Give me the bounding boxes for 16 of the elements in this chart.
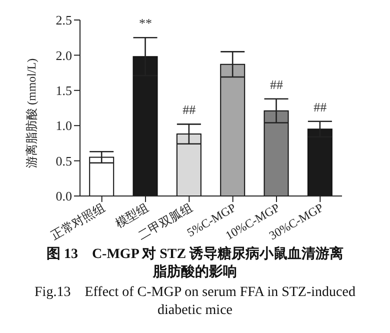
y-tick-label: 2.0 (56, 48, 72, 63)
bar (264, 110, 289, 196)
y-tick-label: 1.5 (56, 83, 72, 98)
bar (220, 64, 246, 196)
text: 图 13 C-MGP 对 STZ 诱导糖尿病小鼠血清游离脂肪酸的影响 (45, 246, 345, 282)
annotation: ## (314, 99, 328, 114)
y-axis-title: 游离脂肪酸 (mmol/L) (24, 58, 38, 168)
text: Fig.13 Effect of C-MGP on serum FFA in STZ-induced diabetic mice (34, 284, 356, 320)
y-tick-label: 1.0 (56, 118, 72, 134)
annotation: ## (182, 102, 196, 118)
bar (176, 134, 202, 196)
bar (89, 156, 114, 196)
y-tick-label: 2.5 (56, 12, 72, 28)
annotation: ** (139, 16, 152, 31)
y-tick-label: 0.5 (56, 153, 72, 168)
annotation: ## (270, 76, 284, 92)
